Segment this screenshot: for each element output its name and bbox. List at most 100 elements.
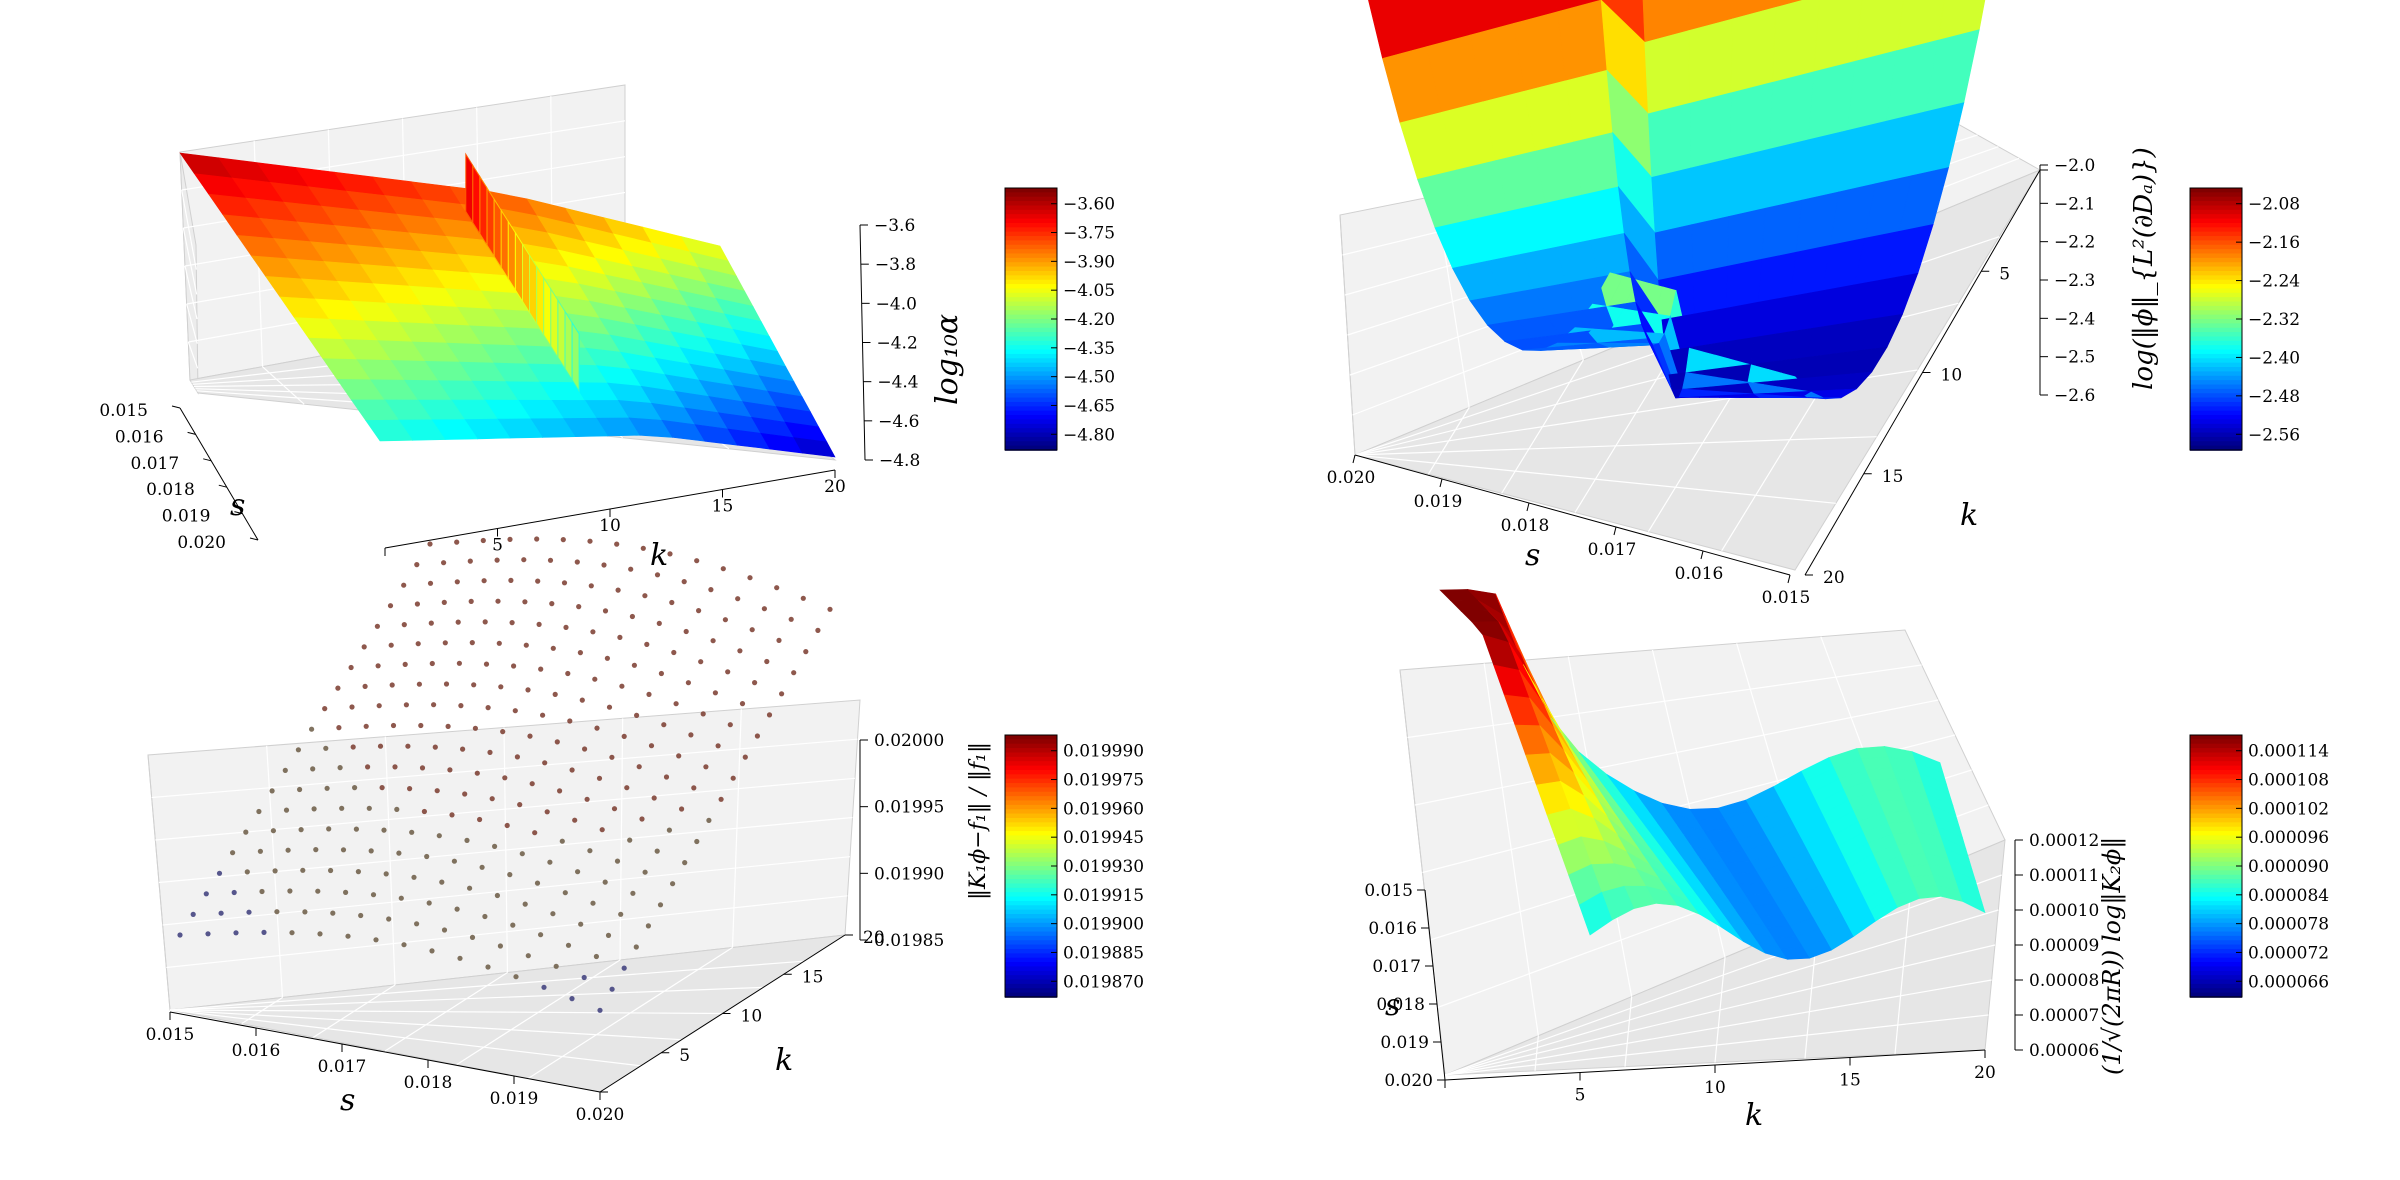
colorbar-segment [1005, 983, 1057, 990]
panel4-s-axis-label: 0.016 [1368, 919, 1417, 939]
grid-line [1444, 874, 2002, 1076]
scatter-point [676, 753, 682, 759]
scatter-point [634, 712, 640, 719]
colorbar-segment [1005, 866, 1057, 872]
colorbar-segment [2190, 445, 2242, 451]
panel4-z-axis-label: 0.00008 [2029, 971, 2099, 991]
colorbar-segment [1005, 783, 1057, 789]
panel3-z-axis-label: 0.01990 [874, 864, 944, 884]
colorbar-segment [2190, 765, 2242, 771]
surface-patch [486, 186, 495, 259]
colorbar-tick-label: −3.90 [1063, 252, 1115, 272]
scatter-point [313, 847, 319, 853]
scatter-point [374, 623, 380, 629]
colorbar-segment [1005, 905, 1057, 911]
scatter-point [445, 723, 451, 730]
scatter-point [409, 829, 415, 835]
scatter-point [630, 890, 636, 896]
scatter-point [590, 629, 596, 635]
colorbar-segment [2190, 813, 2242, 819]
colorbar-segment [1005, 222, 1057, 229]
scatter-point [479, 864, 485, 870]
scatter-point [381, 827, 387, 833]
colorbar-segment [2190, 340, 2242, 346]
scatter-point [710, 638, 716, 644]
colorbar-segment [1005, 796, 1057, 802]
scatter-point [602, 608, 609, 614]
surface-patch [1726, 207, 1766, 267]
colorbar-segment [2190, 301, 2242, 307]
colorbar-segment [2190, 201, 2242, 207]
scatter-point [565, 670, 571, 677]
scatter-point [416, 681, 422, 687]
scatter-point [747, 575, 753, 581]
scatter-point [720, 566, 726, 572]
panel1-s-axis-label: 0.017 [131, 454, 180, 474]
scatter-point [431, 702, 437, 708]
scatter-point [523, 642, 529, 648]
colorbar-segment [1005, 292, 1057, 298]
colorbar-segment [1005, 196, 1057, 202]
colorbar-segment [1005, 332, 1057, 338]
colorbar-segment [2190, 240, 2242, 246]
colorbar-segment [2190, 393, 2242, 399]
panel2-s-axis-line [1354, 454, 1791, 576]
scatter-point [405, 743, 411, 749]
scatter-point [434, 788, 440, 794]
scatter-point [370, 892, 377, 898]
scatter-point [363, 723, 369, 729]
scatter-point [527, 733, 533, 739]
colorbar-segment [1005, 931, 1057, 937]
surface-patch [1768, 71, 1815, 150]
scatter-point [340, 847, 347, 853]
scatter-point [257, 848, 263, 854]
panel3-k-axis-label: 20 [863, 928, 885, 948]
colorbar-segment [2190, 914, 2242, 920]
colorbar-segment [2190, 214, 2242, 220]
colorbar-segment [1005, 979, 1057, 985]
scatter-point [587, 848, 593, 854]
scatter-point [487, 749, 493, 756]
colorbar-segment [1005, 445, 1057, 451]
colorbar-segment [1005, 327, 1057, 333]
surface-patch [571, 320, 580, 393]
panel3-s-axis-label: 0.017 [318, 1057, 367, 1077]
colorbar-segment [2190, 231, 2242, 237]
scatter-point [401, 942, 407, 948]
colorbar-segment [1005, 791, 1057, 797]
colorbar-segment [1005, 393, 1057, 399]
scatter-point [285, 847, 291, 853]
surface-patch [1772, 0, 1820, 83]
colorbar-segment [2190, 262, 2242, 268]
scatter-point [642, 869, 648, 875]
panel1-z-axis-label: −4.6 [878, 412, 919, 432]
panel4-z-axis-label: 0.00011 [2029, 866, 2099, 886]
scatter-point [593, 953, 600, 960]
panel1-k-axis-label: 15 [712, 497, 734, 517]
colorbar-segment [1005, 804, 1057, 811]
colorbar-segment [1005, 349, 1057, 355]
panel1-k-label: k [650, 538, 668, 573]
scatter-point [633, 944, 639, 950]
colorbar-segment [2190, 804, 2242, 811]
scatter-point [508, 577, 514, 584]
colorbar-segment [2190, 861, 2242, 867]
scatter-point [483, 661, 490, 667]
colorbar-segment [1005, 279, 1057, 285]
colorbar-segment [2190, 748, 2242, 754]
colorbar-segment [1005, 284, 1057, 290]
scatter-point [698, 659, 704, 665]
panel1-s-axis-label: 0.016 [115, 427, 164, 447]
scatter-point [477, 816, 483, 823]
scatter-point [718, 796, 724, 802]
scatter-point [562, 890, 568, 896]
scatter-point [324, 785, 330, 791]
scatter-point [609, 986, 615, 992]
colorbar-segment [1005, 310, 1057, 316]
panel1-s-axis-label: 0.015 [99, 401, 148, 421]
colorbar-segment [1005, 970, 1057, 976]
scatter-point [365, 764, 371, 770]
panel2-k-label: k [1960, 498, 1978, 533]
scatter-point [561, 580, 568, 586]
